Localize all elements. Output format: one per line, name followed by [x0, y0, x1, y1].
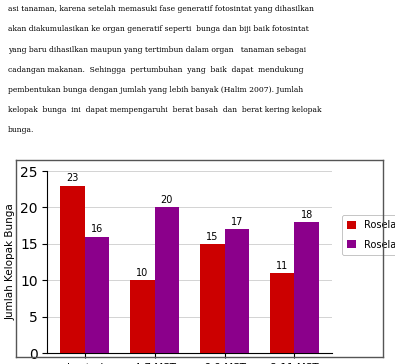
Text: akan diakumulasikan ke organ generatif seperti  bunga dan biji baik fotosintat: akan diakumulasikan ke organ generatif s… [8, 25, 308, 33]
Text: 23: 23 [66, 174, 79, 183]
Text: bunga.: bunga. [8, 126, 34, 134]
Text: cadangan makanan.  Sehingga  pertumbuhan  yang  baik  dapat  mendukung: cadangan makanan. Sehingga pertumbuhan y… [8, 66, 303, 74]
Text: 15: 15 [206, 232, 218, 242]
Bar [60, 186, 85, 353]
Text: 20: 20 [161, 195, 173, 205]
Text: 11: 11 [276, 261, 288, 271]
Text: kelopak  bunga  ini  dapat mempengaruhi  berat basah  dan  berat kering kelopak: kelopak bunga ini dapat mempengaruhi ber… [8, 106, 322, 114]
Text: pembentukan bunga dengan jumlah yang lebih banyak (Halim 2007). Jumlah: pembentukan bunga dengan jumlah yang leb… [8, 86, 303, 94]
Legend: Rosela Merah, Rosela Ungu: Rosela Merah, Rosela Ungu [342, 215, 395, 254]
Bar [130, 280, 155, 353]
Text: 18: 18 [301, 210, 313, 220]
Bar [270, 273, 294, 353]
Bar [85, 237, 109, 353]
Text: 16: 16 [91, 225, 103, 234]
Bar [224, 229, 249, 353]
Text: 10: 10 [136, 268, 149, 278]
Text: 17: 17 [231, 217, 243, 227]
Bar [200, 244, 224, 353]
Bar [294, 222, 319, 353]
Text: asi tanaman, karena setelah memasuki fase generatif fotosintat yang dihasilkan: asi tanaman, karena setelah memasuki fas… [8, 5, 314, 13]
Bar [155, 207, 179, 353]
Text: yang baru dihasilkan maupun yang tertimbun dalam organ   tanaman sebagai: yang baru dihasilkan maupun yang tertimb… [8, 46, 306, 54]
Y-axis label: Jumlah Kelopak Bunga: Jumlah Kelopak Bunga [6, 204, 16, 320]
